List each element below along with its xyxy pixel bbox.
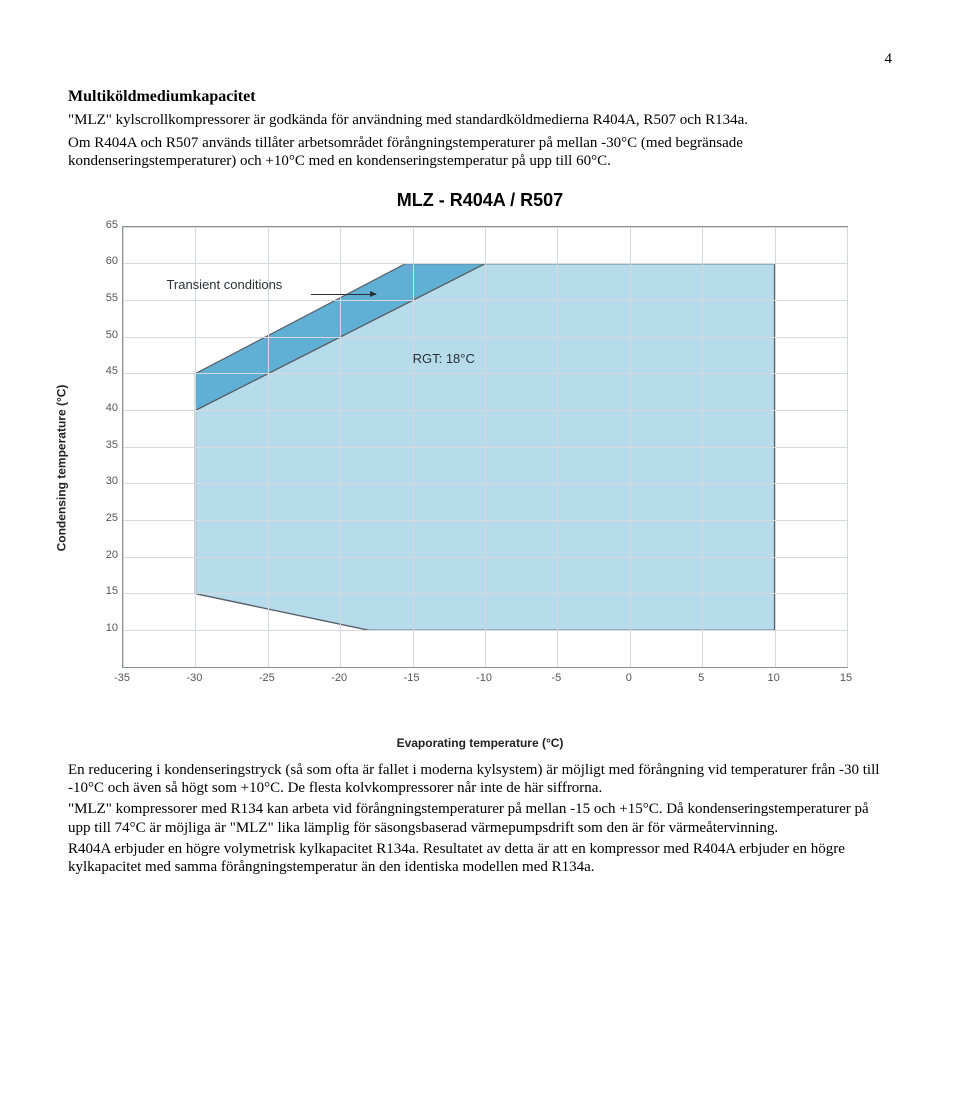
- chart-transient-arrow: [311, 294, 376, 295]
- chart-xtick: 15: [831, 672, 861, 686]
- intro-block: Multiköldmediumkapacitet "MLZ" kylscroll…: [68, 87, 892, 171]
- chart-container: MLZ - R404A / R507 Condensing temperatur…: [68, 189, 892, 751]
- chart-gridline-v: [847, 227, 848, 667]
- chart-gridline-h: [123, 483, 847, 484]
- chart-ytick: 15: [78, 585, 118, 599]
- chart-gridline-h: [123, 227, 847, 228]
- chart-xtick: -35: [107, 672, 137, 686]
- chart-gridline-h: [123, 300, 847, 301]
- chart-ytick: 35: [78, 439, 118, 453]
- chart-xtick: -10: [469, 672, 499, 686]
- chart-xtick: -15: [397, 672, 427, 686]
- chart-frame: Condensing temperature (°C) RGT: 18°CTra…: [68, 218, 868, 718]
- chart-gridline-h: [123, 557, 847, 558]
- chart-ytick: 25: [78, 512, 118, 526]
- chart-ytick: 50: [78, 329, 118, 343]
- page-number: 4: [68, 50, 892, 69]
- chart-transient-label: Transient conditions: [166, 277, 282, 293]
- chart-ytick: 45: [78, 365, 118, 379]
- chart-ytick: 60: [78, 255, 118, 269]
- chart-title: MLZ - R404A / R507: [68, 189, 892, 212]
- chart-ytick: 20: [78, 549, 118, 563]
- chart-xtick: 10: [759, 672, 789, 686]
- chart-gridline-h: [123, 630, 847, 631]
- chart-gridline-h: [123, 373, 847, 374]
- chart-gridline-h: [123, 263, 847, 264]
- intro-paragraph-2: Om R404A och R507 används tillåter arbet…: [68, 134, 892, 172]
- chart-gridline-h: [123, 447, 847, 448]
- chart-xtick: 5: [686, 672, 716, 686]
- chart-xtick: -20: [324, 672, 354, 686]
- chart-gridline-h: [123, 410, 847, 411]
- after-paragraph-1: En reducering i kondenseringstryck (så s…: [68, 761, 892, 799]
- chart-ytick: 55: [78, 292, 118, 306]
- chart-xlabel: Evaporating temperature (°C): [68, 736, 892, 751]
- chart-rgt-label: RGT: 18°C: [413, 351, 475, 367]
- chart-plot-area: RGT: 18°C Transient conditions: [122, 226, 848, 668]
- after-paragraph-2: "MLZ" kompressorer med R134 kan arbeta v…: [68, 800, 892, 838]
- chart-ytick: 10: [78, 622, 118, 636]
- chart-ylabel: Condensing temperature (°C): [55, 384, 70, 551]
- section-title: Multiköldmediumkapacitet: [68, 87, 892, 107]
- chart-ytick: 40: [78, 402, 118, 416]
- chart-xtick: -25: [252, 672, 282, 686]
- after-text-block: En reducering i kondenseringstryck (så s…: [68, 761, 892, 878]
- chart-xtick: 0: [614, 672, 644, 686]
- intro-paragraph-1: "MLZ" kylscrollkompressorer är godkända …: [68, 111, 892, 130]
- chart-xtick: -5: [541, 672, 571, 686]
- chart-gridline-h: [123, 520, 847, 521]
- chart-ytick: 65: [78, 219, 118, 233]
- after-paragraph-3: R404A erbjuder en högre volymetrisk kylk…: [68, 840, 892, 878]
- chart-ytick: 30: [78, 475, 118, 489]
- chart-gridline-h: [123, 593, 847, 594]
- chart-xtick: -30: [179, 672, 209, 686]
- chart-gridline-h: [123, 337, 847, 338]
